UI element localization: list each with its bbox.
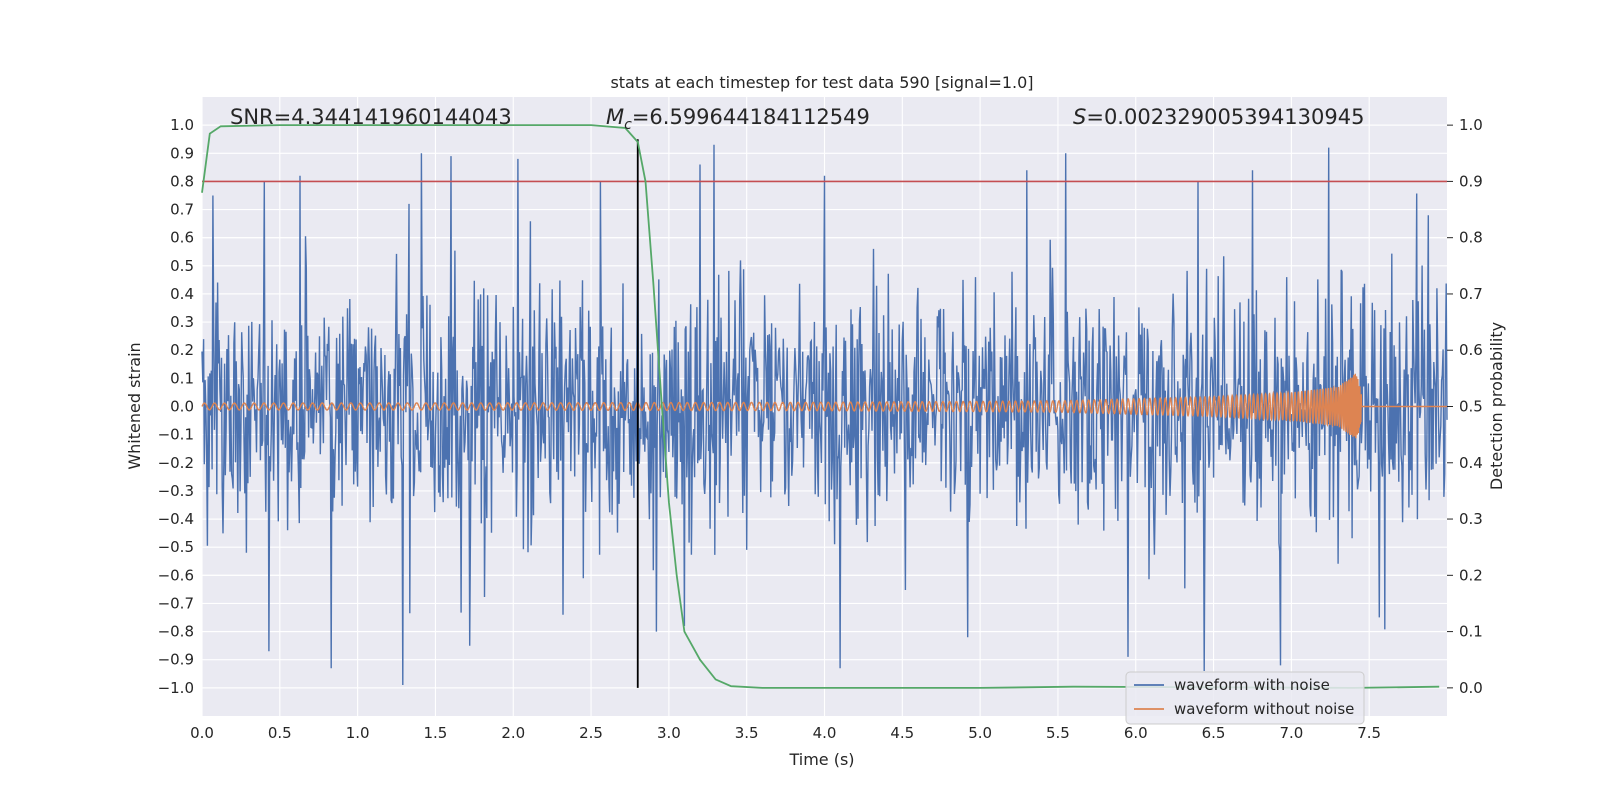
y2-tick-label: 0.8 (1459, 229, 1483, 247)
y2-tick-label: 0.7 (1459, 285, 1483, 303)
x-tick-label: 5.5 (1046, 724, 1070, 742)
y-tick-label: −0.3 (158, 482, 194, 500)
y-tick-label: −0.9 (158, 651, 194, 669)
y-tick-label: −0.8 (158, 623, 194, 641)
chirp-mass-subscript: c (624, 117, 632, 133)
x-tick-label: 2.0 (501, 724, 525, 742)
chirp-mass-annotation: Mc=6.599644184112549 (606, 105, 870, 133)
detection-probability-line (201, 124, 1440, 689)
x-tick-label: 6.5 (1202, 724, 1226, 742)
detection-probability-series (201, 124, 1440, 689)
y-tick-label: 0.0 (170, 398, 194, 416)
x-tick-label: 3.5 (735, 724, 759, 742)
y-tick-label: 0.2 (170, 341, 194, 359)
y-tick-label: −0.4 (158, 510, 194, 528)
y-axis-label: Whitened strain (125, 342, 144, 469)
y2-axis-label: Detection probability (1487, 322, 1506, 490)
y-tick-label: −0.5 (158, 538, 194, 556)
y-tick-label: 0.7 (170, 201, 194, 219)
legend: waveform with noise waveform without noi… (1125, 671, 1365, 725)
y2-tick-label: 0.9 (1459, 172, 1483, 190)
x-axis-label: Time (s) (788, 750, 854, 769)
x-tick-label: 3.0 (657, 724, 681, 742)
y2-tick-label: 0.5 (1459, 398, 1483, 416)
waveform-without-noise-series (201, 373, 1447, 439)
legend-label-clean: waveform without noise (1174, 700, 1354, 718)
chart-title: stats at each timestep for test data 590… (610, 73, 1033, 92)
x-tick-label: 1.5 (424, 724, 448, 742)
x-tick-label: 6.0 (1124, 724, 1148, 742)
y2-tick-label: 0.4 (1459, 454, 1483, 472)
y-tick-label: −0.1 (158, 426, 194, 444)
y-tick-label: −0.6 (158, 566, 194, 584)
x-tick-label: 0.5 (268, 724, 292, 742)
s-symbol: S (1073, 105, 1086, 129)
y-tick-label: 0.6 (170, 229, 194, 247)
y2-tick-label: 0.2 (1459, 566, 1483, 584)
x-tick-label: 7.0 (1279, 724, 1303, 742)
snr-annotation: SNR=4.344141960144043 (230, 105, 512, 129)
x-tick-label: 4.0 (813, 724, 837, 742)
y2-tick-label: 0.1 (1459, 623, 1483, 641)
s-annotation: S=0.002329005394130945 (1073, 105, 1364, 129)
noise-waveform-line (201, 144, 1448, 686)
y-tick-label: 0.3 (170, 313, 194, 331)
y-tick-label: −0.7 (158, 594, 194, 612)
y2-tick-label: 1.0 (1459, 116, 1483, 134)
tick-labels: 0.0 0.5 1.0 1.5 2.0 2.5 3.0 3.5 4.0 4.5 5.0 5.5 6.0 6… (158, 116, 1483, 742)
x-tick-label: 5.0 (968, 724, 992, 742)
chirp-mass-value: =6.599644184112549 (632, 105, 870, 129)
y-tick-label: 0.5 (170, 257, 194, 275)
s-value: =0.002329005394130945 (1086, 105, 1364, 129)
x-tick-label: 2.5 (579, 724, 603, 742)
x-tick-label: 1.0 (346, 724, 370, 742)
y-tick-label: 0.4 (170, 285, 194, 303)
reference-lines (202, 139, 1447, 688)
legend-box (1125, 671, 1365, 725)
x-tick-label: 4.5 (890, 724, 914, 742)
y-tick-label: 0.1 (170, 369, 194, 387)
y-tick-label: −0.2 (158, 454, 194, 472)
y-tick-label: 0.9 (170, 144, 194, 162)
y2-tick-label: 0.6 (1459, 341, 1483, 359)
y2-tick-label: 0.3 (1459, 510, 1483, 528)
y-tick-label: 1.0 (170, 116, 194, 134)
clean-waveform-line (201, 373, 1447, 439)
x-tick-label: 7.5 (1357, 724, 1381, 742)
y-tick-label: −1.0 (158, 679, 194, 697)
waveform-with-noise-series (201, 144, 1448, 686)
x-tick-label: 0.0 (190, 724, 214, 742)
legend-label-noise: waveform with noise (1174, 676, 1330, 694)
y2-tick-label: 0.0 (1459, 679, 1483, 697)
chirp-mass-symbol: M (606, 105, 624, 129)
y-tick-label: 0.8 (170, 172, 194, 190)
